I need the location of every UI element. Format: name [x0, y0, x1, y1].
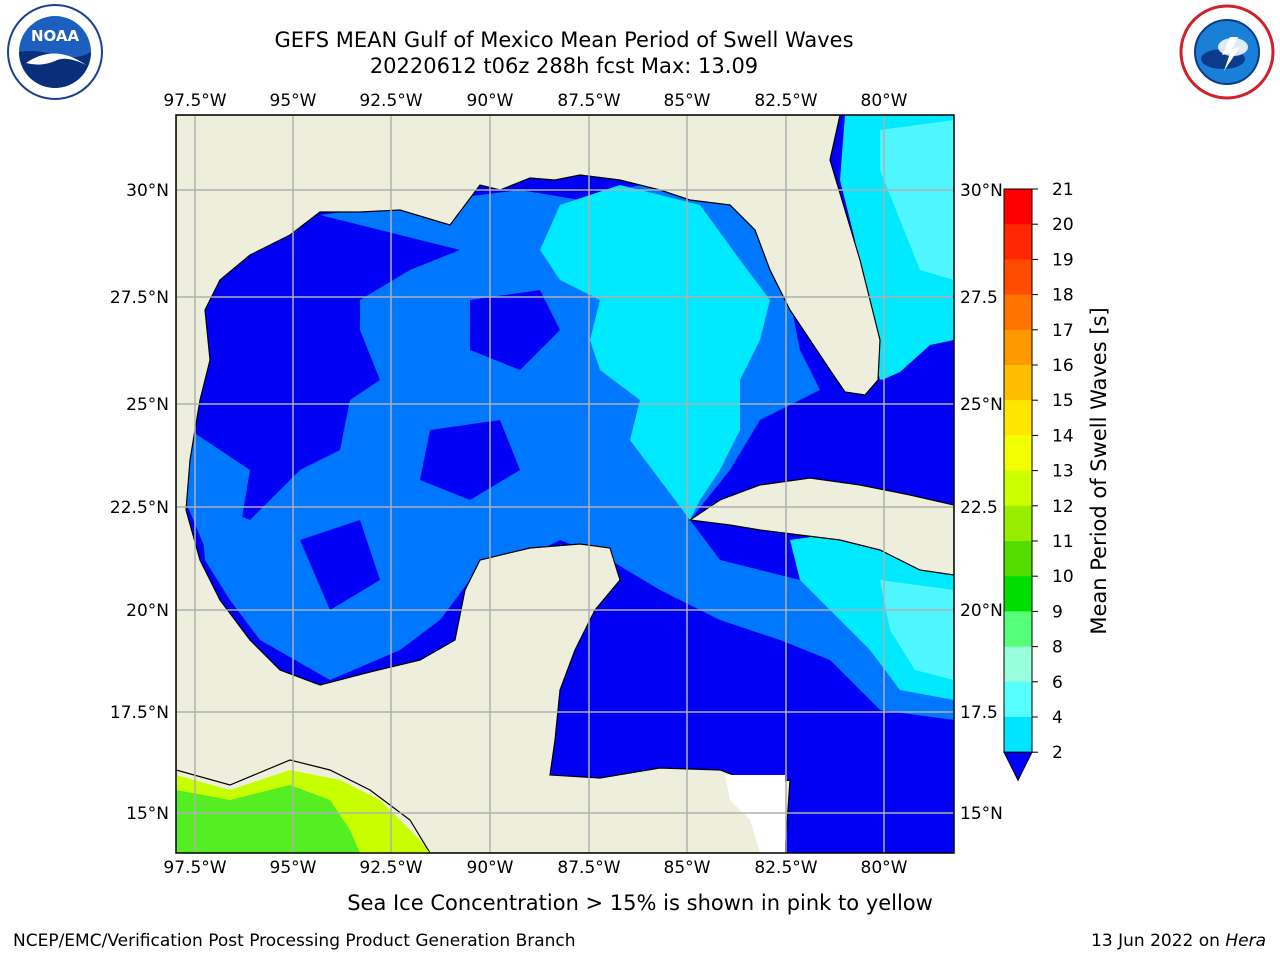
- lat-label: 27.5°N: [110, 288, 169, 308]
- colorbar-tick-label: 19: [1052, 250, 1074, 270]
- colorbar-swatch: [1004, 717, 1032, 753]
- lon-labels-bottom: 97.5°W 95°W 92.5°W 90°W 87.5°W 85°W 82.5…: [163, 858, 907, 878]
- colorbar-tick-label: 2: [1052, 743, 1063, 763]
- lat-label: 25°N: [126, 395, 169, 415]
- lon-label: 95°W: [270, 91, 317, 111]
- colorbar-tick-label: 16: [1052, 356, 1074, 376]
- colorbar-swatch: [1004, 294, 1032, 331]
- lat-label: 20°N: [126, 601, 169, 621]
- colorbar-tick-label: 14: [1052, 426, 1074, 446]
- noaa-logo-icon: NOAA: [6, 3, 104, 105]
- lat-label: 30°N: [126, 181, 169, 201]
- chart-subtitle: 20220612 t06z 288h fcst Max: 13.09: [369, 54, 759, 78]
- lon-label: 87.5°W: [557, 91, 620, 111]
- lat-label: 15°N: [960, 804, 1003, 824]
- swell-zone-light-atlantic: [880, 120, 954, 280]
- footer-date-text: 13 Jun 2022 on: [1091, 931, 1226, 951]
- colorbar-tick-label: 11: [1052, 532, 1074, 552]
- lat-label: 15°N: [126, 804, 169, 824]
- map-content: [176, 115, 954, 853]
- nodata-area: [725, 775, 785, 853]
- colorbar-swatch: [1004, 681, 1032, 718]
- swell-zone-light-caribbean: [880, 580, 954, 680]
- lat-label: 20°N: [960, 601, 1003, 621]
- colorbar-tick-label: 17: [1052, 321, 1074, 341]
- colorbar-tick-label: 9: [1052, 602, 1063, 622]
- colorbar-tick-label: 6: [1052, 673, 1063, 693]
- colorbar-swatch: [1004, 541, 1032, 577]
- colorbar-tick-label: 13: [1052, 462, 1074, 482]
- colorbar-tick-label: 8: [1052, 638, 1063, 658]
- lat-lon-grid: [176, 115, 954, 853]
- chart-title: GEFS MEAN Gulf of Mexico Mean Period of …: [274, 28, 854, 52]
- footer-host: Hera: [1225, 931, 1266, 951]
- swell-zone-cyan: [540, 185, 770, 520]
- footer-date: 13 Jun 2022 on Hera: [1091, 931, 1266, 951]
- swell-zone-medium-west: [185, 430, 250, 560]
- lon-label: 85°W: [664, 91, 711, 111]
- colorbar-swatch: [1004, 259, 1032, 296]
- nws-logo-icon: [1178, 3, 1276, 105]
- lon-label: 85°W: [664, 858, 711, 878]
- lon-label: 97.5°W: [163, 91, 226, 111]
- lon-label: 87.5°W: [557, 858, 620, 878]
- lat-label: 17.5: [960, 703, 998, 723]
- ice-note: Sea Ice Concentration > 15% is shown in …: [347, 891, 933, 915]
- lon-label: 82.5°W: [754, 858, 817, 878]
- lon-label: 92.5°W: [359, 91, 422, 111]
- lon-label: 92.5°W: [359, 858, 422, 878]
- colorbar-tick-label: 21: [1052, 180, 1074, 200]
- lat-label: 27.5: [960, 288, 998, 308]
- lat-label: 25°N: [960, 395, 1003, 415]
- colorbar-swatch: [1004, 435, 1032, 472]
- map-frame: [175, 114, 955, 854]
- colorbar-tick-label: 20: [1052, 215, 1074, 235]
- swell-zone-pacific-green: [176, 785, 360, 853]
- colorbar-swatch: [1004, 611, 1032, 648]
- svg-text:NOAA: NOAA: [31, 27, 80, 45]
- footer-credit: NCEP/EMC/Verification Post Processing Pr…: [13, 931, 576, 951]
- lon-label: 95°W: [270, 858, 317, 878]
- colorbar-tick-label: 15: [1052, 391, 1074, 411]
- swell-zone-deep-patch: [470, 290, 560, 370]
- colorbar-swatch: [1004, 646, 1032, 683]
- colorbar-swatch: [1004, 576, 1032, 612]
- swell-zone-deep-patch: [300, 520, 380, 610]
- swell-zone-medium: [200, 185, 954, 720]
- lon-label: 90°W: [467, 91, 514, 111]
- colorbar-tick-label: 4: [1052, 708, 1063, 728]
- lat-label: 30°N: [960, 181, 1003, 201]
- colorbar: 21 20 19 18 17 16 15 14 13 12 11 10 9 8 6 4 2: [1003, 180, 1074, 782]
- lat-labels-right: 30°N 27.5 25°N 22.5 20°N 17.5 15°N: [960, 181, 1003, 824]
- colorbar-swatch: [1004, 365, 1032, 401]
- colorbar-tick-label: 10: [1052, 567, 1074, 587]
- lon-label: 82.5°W: [754, 91, 817, 111]
- swell-zone-deep-patch: [420, 420, 520, 500]
- colorbar-tick-label: 12: [1052, 497, 1074, 517]
- colorbar-swatch: [1004, 189, 1032, 225]
- colorbar-swatch: [1004, 400, 1032, 436]
- lon-label: 90°W: [467, 858, 514, 878]
- lon-label: 80°W: [861, 91, 908, 111]
- lon-labels-top: 97.5°W 95°W 92.5°W 90°W 87.5°W 85°W 82.5…: [163, 91, 907, 111]
- lat-labels-left: 30°N 27.5°N 25°N 22.5°N 20°N 17.5°N 15°N: [110, 181, 169, 824]
- colorbar-swatch: [1004, 505, 1032, 542]
- colorbar-swatch: [1004, 224, 1032, 260]
- land-cuba: [688, 477, 954, 576]
- colorbar-label: Mean Period of Swell Waves [s]: [1087, 307, 1111, 634]
- colorbar-extend-arrow: [1003, 751, 1033, 782]
- colorbar-swatch: [1004, 470, 1032, 507]
- lat-label: 22.5°N: [110, 498, 169, 518]
- colorbar-tick-label: 18: [1052, 286, 1074, 306]
- lat-label: 17.5°N: [110, 703, 169, 723]
- lon-label: 80°W: [861, 858, 908, 878]
- lat-label: 22.5: [960, 498, 998, 518]
- colorbar-swatch: [1004, 329, 1032, 366]
- lon-label: 97.5°W: [163, 858, 226, 878]
